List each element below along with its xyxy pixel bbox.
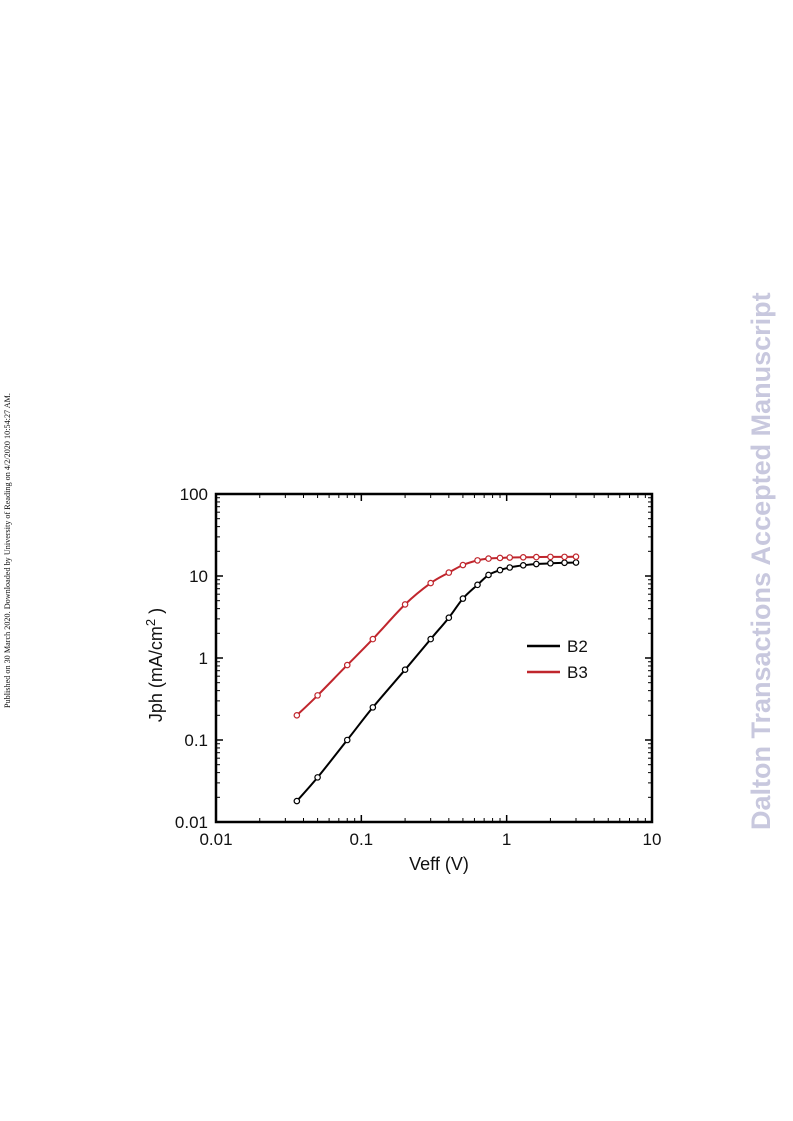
data-point-B3 — [519, 554, 527, 561]
series-B2 — [293, 559, 580, 805]
y-axis-title-close: ) — [146, 608, 166, 619]
data-point-B2 — [572, 559, 580, 566]
data-point-B2 — [519, 562, 527, 569]
data-point-B3 — [506, 554, 514, 561]
y-tick-label: 10 — [189, 567, 208, 586]
data-point-B2 — [369, 704, 377, 711]
tick-label-layer: 0.01 0.1 1 10 100 10 1 0.1 0.01 — [175, 485, 662, 849]
legend-label-B2: B2 — [567, 637, 588, 656]
x-tick-label: 0.01 — [199, 830, 232, 849]
legend-label-B3: B3 — [567, 663, 588, 682]
data-point-B2 — [445, 614, 453, 622]
data-point-B3 — [369, 635, 377, 643]
data-point-B2 — [561, 559, 568, 567]
data-point-B3 — [401, 601, 409, 608]
data-point-B3 — [343, 661, 351, 669]
series-line-B2 — [296, 561, 577, 802]
data-point-B2 — [314, 774, 321, 781]
x-tick-label: 1 — [502, 830, 511, 849]
data-point-B3 — [561, 553, 568, 561]
plot-frame — [214, 492, 654, 824]
y-tick-label: 1 — [199, 649, 208, 668]
y-axis-title-main: Jph (mA/cm — [146, 626, 166, 722]
y-tick-label: 0.01 — [175, 813, 208, 832]
data-point-B3 — [459, 561, 467, 569]
data-point-B2 — [293, 797, 301, 805]
y-axis-title: Jph (mA/cm2 ) — [143, 608, 166, 722]
data-point-B3 — [293, 712, 301, 719]
x-tick-label: 10 — [643, 830, 662, 849]
data-point-B2 — [474, 581, 481, 589]
data-point-B2 — [401, 666, 409, 673]
data-point-B2 — [533, 560, 540, 568]
axis-layer — [215, 493, 653, 823]
x-axis-title: Veff (V) — [409, 854, 469, 874]
data-point-B2 — [427, 635, 434, 643]
data-point-B2 — [496, 566, 504, 574]
data-point-B3 — [427, 579, 434, 587]
data-point-B3 — [314, 692, 321, 699]
data-point-B3 — [496, 554, 504, 562]
y-tick-label: 0.1 — [184, 731, 208, 750]
series-B3 — [293, 553, 580, 719]
x-tick-label: 0.1 — [350, 830, 374, 849]
series-line-B3 — [296, 555, 577, 717]
data-point-B2 — [459, 595, 467, 602]
y-tick-label: 100 — [180, 485, 208, 504]
y-axis-title-superscript: 2 — [143, 619, 158, 626]
data-point-B3 — [474, 557, 481, 564]
data-point-B2 — [547, 559, 554, 567]
data-point-B3 — [572, 553, 580, 560]
data-point-B2 — [343, 736, 351, 744]
data-point-B3 — [533, 553, 540, 561]
data-point-B3 — [445, 569, 453, 576]
series-layer — [293, 553, 580, 805]
data-point-B2 — [485, 571, 492, 579]
data-point-B3 — [547, 553, 554, 561]
data-point-B2 — [506, 564, 514, 571]
data-point-B3 — [485, 555, 492, 562]
